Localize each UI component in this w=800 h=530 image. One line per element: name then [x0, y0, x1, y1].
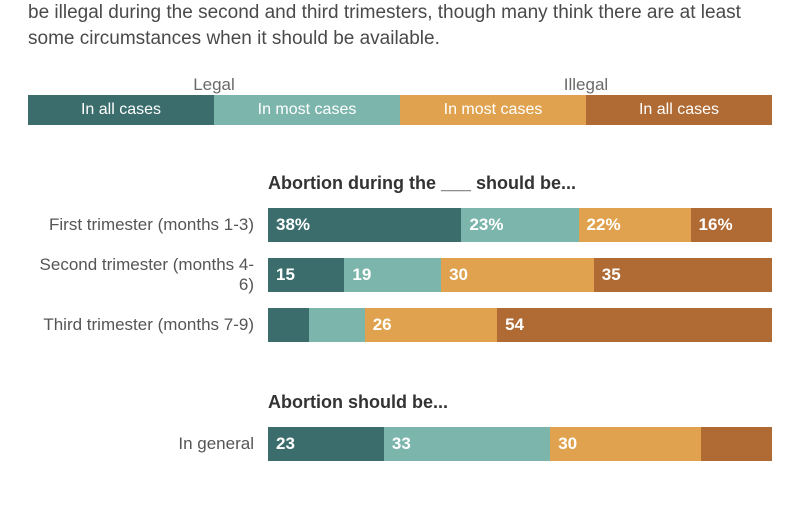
bar-segment: 16% — [691, 208, 772, 242]
legend-group-legal: Legal — [28, 75, 400, 95]
legend-swatch-legal-most: In most cases — [214, 95, 400, 125]
chart-row: Second trimester (months 4-6)15193035 — [28, 258, 772, 292]
row-label: First trimester (months 1-3) — [28, 215, 268, 235]
legend-swatches: In all cases In most cases In most cases… — [28, 95, 772, 125]
bar-segment: 15 — [268, 258, 344, 292]
bar-segment: 33 — [384, 427, 550, 461]
row-label: In general — [28, 434, 268, 454]
bar-segment: 30 — [441, 258, 594, 292]
bar-segment: 19 — [344, 258, 441, 292]
chart-container: be illegal during the second and third t… — [0, 0, 800, 461]
chart1-rows: First trimester (months 1-3)38%23%22%16%… — [28, 208, 772, 342]
bar-segment: 38% — [268, 208, 461, 242]
bar-segment: 30 — [550, 427, 701, 461]
chart-row: In general233330 — [28, 427, 772, 461]
bar-segment: 54 — [497, 308, 772, 342]
bar-segment: 35 — [594, 258, 772, 292]
chart1-title: Abortion during the ___ should be... — [268, 173, 772, 194]
row-label: Second trimester (months 4-6) — [28, 255, 268, 295]
bar-segment — [701, 427, 772, 461]
legend: Legal Illegal In all cases In most cases… — [28, 75, 772, 125]
intro-text: be illegal during the second and third t… — [28, 0, 772, 51]
bar-segment: 22% — [579, 208, 691, 242]
legend-group-illegal: Illegal — [400, 75, 772, 95]
legend-swatch-illegal-all: In all cases — [586, 95, 772, 125]
bar-segment — [268, 308, 309, 342]
legend-swatch-illegal-most: In most cases — [400, 95, 586, 125]
stacked-bar: 15193035 — [268, 258, 772, 292]
row-label: Third trimester (months 7-9) — [28, 315, 268, 335]
legend-swatch-legal-all: In all cases — [28, 95, 214, 125]
stacked-bar: 2654 — [268, 308, 772, 342]
bar-segment: 26 — [365, 308, 497, 342]
legend-group-labels: Legal Illegal — [28, 75, 772, 95]
bar-segment — [309, 308, 365, 342]
chart-row: First trimester (months 1-3)38%23%22%16% — [28, 208, 772, 242]
bar-segment: 23 — [268, 427, 384, 461]
chart2-title: Abortion should be... — [268, 392, 772, 413]
stacked-bar: 38%23%22%16% — [268, 208, 772, 242]
chart2-rows: In general233330 — [28, 427, 772, 461]
stacked-bar: 233330 — [268, 427, 772, 461]
bar-segment: 23% — [461, 208, 578, 242]
spacer — [28, 342, 772, 392]
chart-row: Third trimester (months 7-9)2654 — [28, 308, 772, 342]
